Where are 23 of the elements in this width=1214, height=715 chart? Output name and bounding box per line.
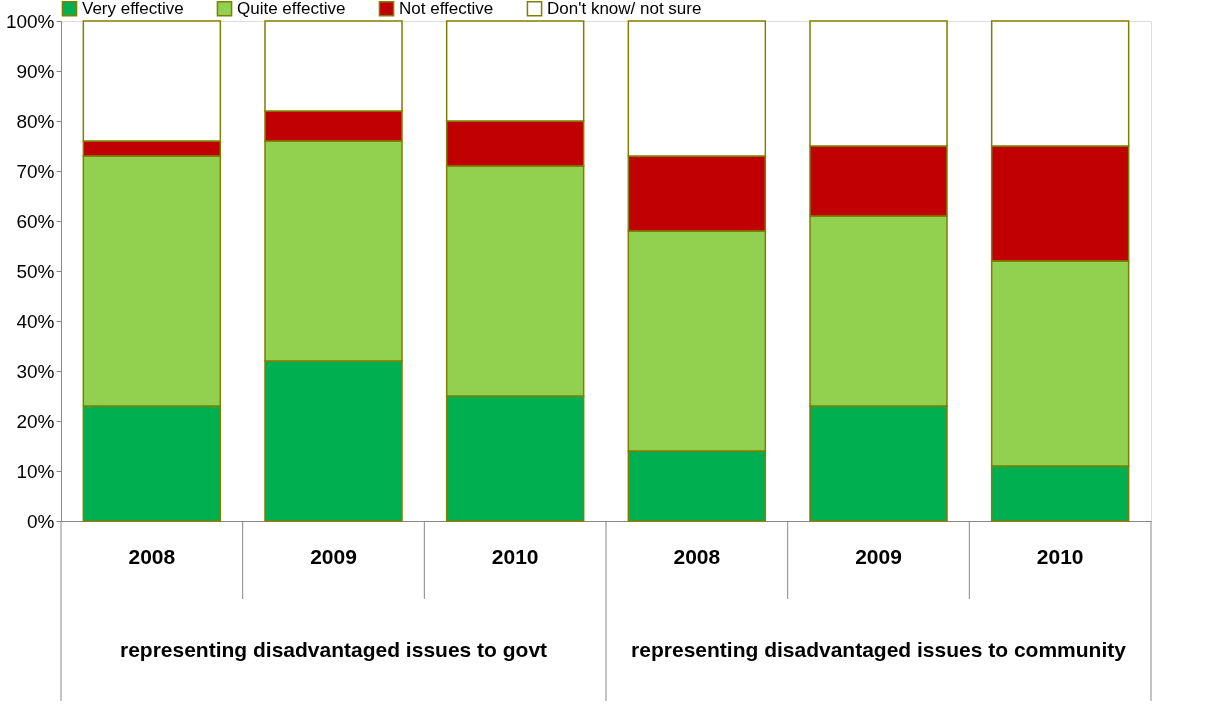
- x-tick-label: 2009: [855, 544, 902, 568]
- y-tick-label: 80%: [16, 110, 55, 132]
- y-tick-label: 0%: [27, 510, 55, 532]
- y-tick-label: 90%: [16, 60, 55, 82]
- legend-label: Very effective: [82, 0, 184, 18]
- y-tick-label: 70%: [16, 160, 55, 182]
- legend-label: Not effective: [399, 0, 494, 18]
- y-tick-label: 100%: [5, 10, 55, 32]
- x-tick-label: 2008: [673, 544, 721, 568]
- y-tick-label: 60%: [16, 210, 55, 232]
- y-tick-label: 50%: [16, 260, 55, 282]
- y-tick-label: 20%: [16, 410, 55, 432]
- text: representing disadvantaged issues to govt: [119, 638, 548, 661]
- x-tick-label: 2009: [310, 544, 357, 568]
- y-tick-label: 40%: [16, 310, 55, 332]
- legend-label: Quite effective: [237, 0, 346, 18]
- x-tick-label: 2010: [1036, 544, 1084, 568]
- y-tick-label: 30%: [16, 360, 55, 382]
- legend-label: Don't know/ not sure: [547, 0, 702, 18]
- text: representing disadvantaged issues to community: [631, 638, 1127, 661]
- x-tick-label: 2008: [128, 544, 176, 568]
- y-tick-label: 10%: [16, 460, 55, 482]
- x-tick-label: 2010: [491, 544, 539, 568]
